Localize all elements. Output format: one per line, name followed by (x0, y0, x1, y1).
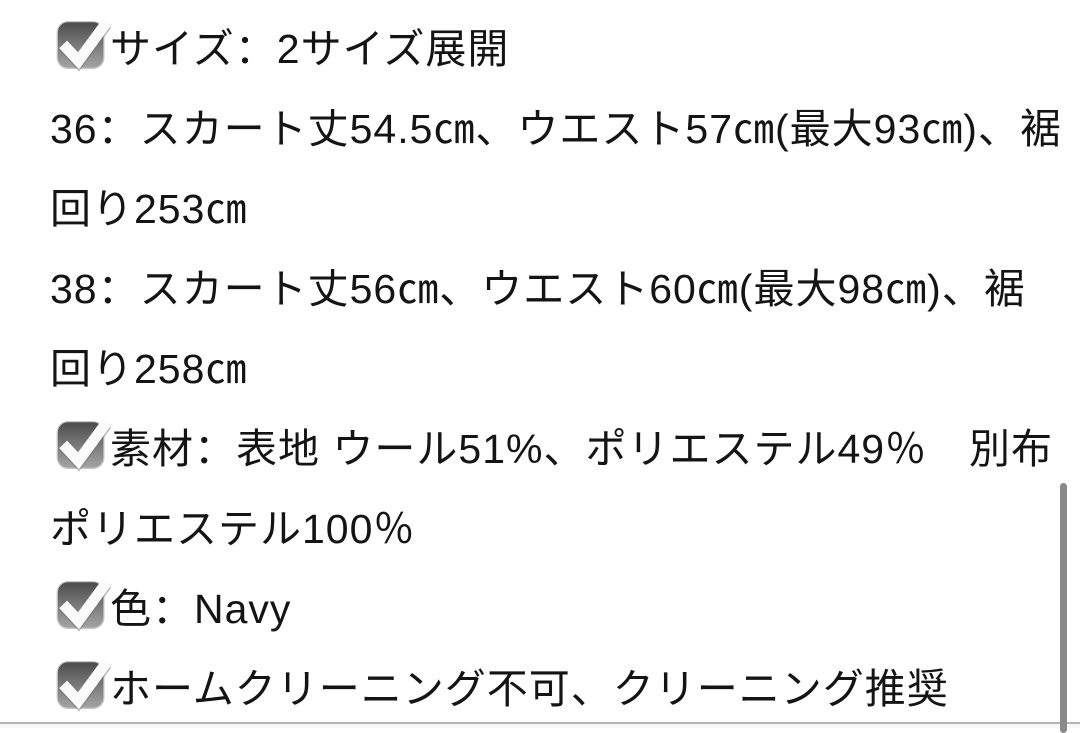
size38-spec-text: 38：スカート丈56㎝、ウエスト60㎝(最大98㎝)、裾 (50, 266, 1026, 312)
size38-spec-wrap-text: 回り258㎝ (50, 346, 248, 392)
size36-spec-wrap-text: 回り253㎝ (50, 186, 248, 232)
checkbox-check-icon (56, 19, 112, 72)
color-text: 色：Navy (110, 586, 292, 632)
size-heading-line: サイズ：2サイズ展開 (50, 5, 1060, 85)
scrollbar-thumb[interactable] (1060, 483, 1067, 733)
size36-spec-wrap-line: 回り253㎝ (50, 165, 1060, 245)
product-description: サイズ：2サイズ展開 36：スカート丈54.5㎝、ウエスト57㎝(最大93㎝)、… (50, 5, 1062, 725)
size-heading-text: サイズ：2サイズ展開 (110, 26, 510, 72)
material-text: 素材：表地 ウール51%、ポリエステル49％ 別布 (110, 426, 1054, 472)
size38-spec-line: 38：スカート丈56㎝、ウエスト60㎝(最大98㎝)、裾 (50, 245, 1060, 325)
size36-spec-line: 36：スカート丈54.5㎝、ウエスト57㎝(最大93㎝)、裾 (50, 85, 1062, 165)
checkbox-check-icon (56, 579, 112, 632)
checkbox-check-icon (56, 419, 112, 472)
size36-spec-text: 36：スカート丈54.5㎝、ウエスト57㎝(最大93㎝)、裾 (50, 106, 1062, 152)
material-line: 素材：表地 ウール51%、ポリエステル49％ 別布 (50, 405, 1060, 485)
size38-spec-wrap-line: 回り258㎝ (50, 325, 1060, 405)
checkbox-check-icon (56, 659, 112, 712)
material-wrap-line: ポリエステル100％ (50, 485, 1060, 565)
care-line: ホームクリーニング不可、クリーニング推奨 (50, 645, 1060, 725)
care-text: ホームクリーニング不可、クリーニング推奨 (110, 666, 949, 712)
section-divider (0, 722, 1080, 724)
color-line: 色：Navy (50, 565, 1060, 645)
next-section-edge (0, 724, 1080, 728)
material-wrap-text: ポリエステル100％ (50, 506, 416, 552)
